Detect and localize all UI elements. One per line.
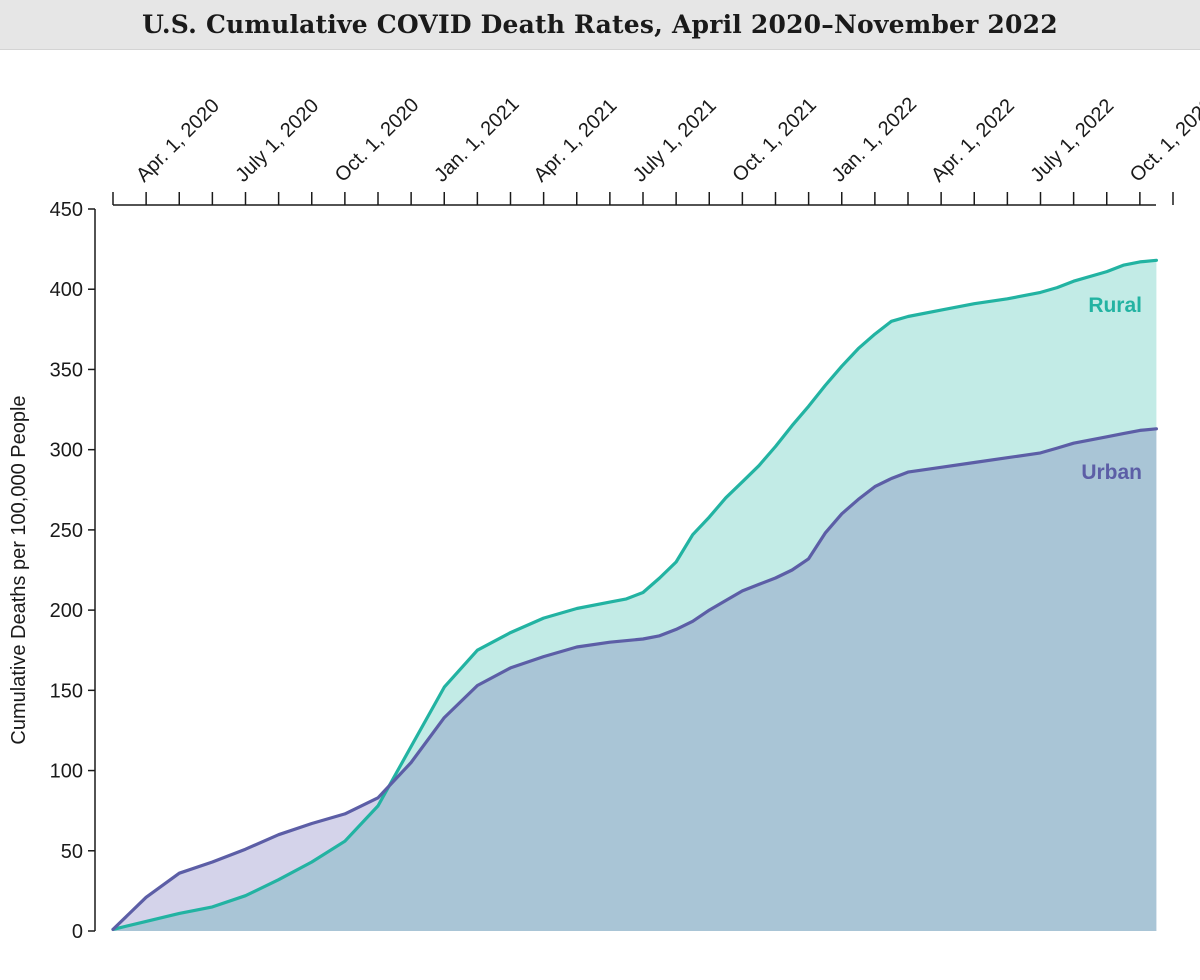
x-tick-label: Apr. 1, 2022 <box>927 95 1019 187</box>
rural-series-label: Rural <box>1088 294 1142 317</box>
chart-title: U.S. Cumulative COVID Death Rates, April… <box>142 10 1058 39</box>
x-tick-label: July 1, 2020 <box>231 95 323 187</box>
y-tick-label: 400 <box>50 279 83 301</box>
y-tick-label: 300 <box>50 440 83 462</box>
x-tick-label: Jan. 1, 2022 <box>828 93 921 186</box>
x-tick-label: Oct. 1, 2021 <box>728 94 821 187</box>
x-tick-label: Oct. 1, 2022 <box>1126 94 1200 187</box>
y-tick-label: 450 <box>50 199 83 221</box>
y-tick-label: 250 <box>50 520 83 542</box>
y-tick-label: 0 <box>72 921 83 943</box>
title-bar: U.S. Cumulative COVID Death Rates, April… <box>0 0 1200 50</box>
x-tick-label: Oct. 1, 2020 <box>331 94 424 187</box>
x-tick-label: Jan. 1, 2021 <box>430 93 523 186</box>
x-tick-label: July 1, 2022 <box>1026 95 1118 187</box>
y-tick-label: 50 <box>61 841 83 863</box>
urban-series-label: Urban <box>1081 461 1142 484</box>
y-tick-label: 350 <box>50 359 83 381</box>
urban-line <box>111 427 1158 931</box>
y-axis-label: Cumulative Deaths per 100,000 People <box>8 395 30 744</box>
y-tick-label: 100 <box>50 761 83 783</box>
x-tick-label: Apr. 1, 2020 <box>132 95 224 187</box>
x-tick-label: July 1, 2021 <box>629 95 721 187</box>
y-tick-label: 150 <box>50 680 83 702</box>
x-tick-label: Apr. 1, 2021 <box>530 95 622 187</box>
rural-line <box>111 258 1158 931</box>
y-tick-label: 200 <box>50 600 83 622</box>
